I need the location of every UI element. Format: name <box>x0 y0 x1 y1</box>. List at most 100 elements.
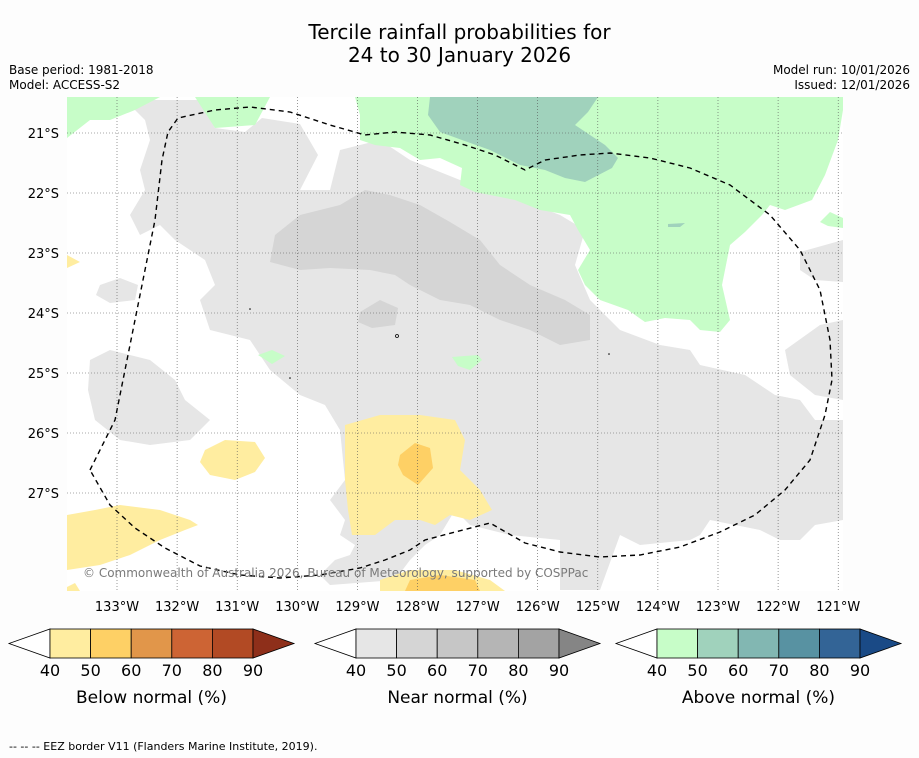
longitude-label: 130°W <box>275 600 319 615</box>
colorbar-tick-label: 90 <box>243 661 263 680</box>
colorbar-tick-label: 80 <box>508 661 528 680</box>
colorbar-segment <box>355 628 397 659</box>
colorbar-tick-label: 60 <box>728 661 748 680</box>
colorbar-extend-high <box>558 628 602 659</box>
colorbar-segment <box>819 628 861 659</box>
above-normal-50-region <box>668 223 685 227</box>
above-normal-50-regions <box>428 97 685 227</box>
colorbar-tick-label: 40 <box>346 661 366 680</box>
colorbar-segment <box>130 628 173 659</box>
longitude-label: 121°W <box>816 600 860 615</box>
above-normal-region <box>195 97 270 128</box>
colorbar-extend-low <box>7 628 51 659</box>
copyright-notice: © Commonwealth of Australia 2026, Bureau… <box>83 566 588 580</box>
latitude-labels: 21°S 22°S 23°S 24°S 25°S 26°S 27°S <box>28 127 59 502</box>
base-period-label: Base period: 1981-2018 <box>9 63 154 77</box>
eez-border <box>89 106 833 579</box>
island-marker <box>249 308 251 310</box>
model-label: Model: ACCESS-S2 <box>9 78 121 92</box>
below-normal-region <box>200 440 265 480</box>
island-marker <box>395 334 399 338</box>
colorbar-tick-label: 60 <box>121 661 141 680</box>
colorbar-segment <box>518 628 560 659</box>
colorbar-tick-label: 90 <box>850 661 870 680</box>
colorbar-tick-label: 70 <box>468 661 488 680</box>
latitude-label: 25°S <box>28 367 59 382</box>
near-normal-region <box>515 435 590 475</box>
map-area <box>67 97 843 591</box>
above-normal-50-region <box>428 97 618 182</box>
near-normal-region <box>88 350 210 445</box>
colorbar-segment <box>436 628 479 659</box>
longitude-labels: 133°W 132°W 131°W 130°W 129°W 128°W 127°W 126°W… <box>95 600 861 615</box>
near-normal-region <box>96 278 138 303</box>
colorbar: 40 50 60 70 80 90 Above normal (%) <box>614 628 903 708</box>
colorbar: 40 50 60 70 80 90 Below normal (%) <box>7 628 296 708</box>
colorbar-extend-high <box>252 628 296 659</box>
island-marker <box>289 377 291 379</box>
colorbar-title: Near normal (%) <box>387 688 527 708</box>
colorbar-tick-label: 80 <box>809 661 829 680</box>
map-title-line2: 24 to 30 January 2026 <box>347 43 572 67</box>
colorbar-extend-high <box>859 628 903 659</box>
below-normal-region <box>67 505 198 570</box>
colorbar-tick-label: 80 <box>202 661 222 680</box>
graticule <box>67 97 843 591</box>
latitude-label: 21°S <box>28 127 59 142</box>
latitude-label: 22°S <box>28 187 59 202</box>
island-markers <box>249 308 610 379</box>
colorbar-segment <box>171 628 213 659</box>
below-normal-region <box>67 583 80 591</box>
near-normal-50-region <box>270 190 590 345</box>
colorbar-segment <box>396 628 438 659</box>
above-normal-region <box>67 97 160 138</box>
colorbar-title: Above normal (%) <box>682 688 835 708</box>
eez-legend-note: -- -- -- EEZ border V11 (Flanders Marine… <box>9 740 318 753</box>
island-marker <box>608 353 610 355</box>
colorbar-tick-label: 70 <box>162 661 182 680</box>
colorbar-tick-label: 70 <box>769 661 789 680</box>
colorbar: 40 50 60 70 80 90 Near normal (%) <box>313 628 602 708</box>
colorbar-tick-label: 40 <box>647 661 667 680</box>
colorbar-extend-low <box>614 628 658 659</box>
near-normal-50-region <box>358 300 398 328</box>
below-normal-50-region <box>398 443 433 485</box>
below-normal-50-regions <box>398 443 480 591</box>
colorbar-segment <box>656 628 698 659</box>
colorbar-segment <box>49 628 91 659</box>
above-normal-region <box>355 97 843 332</box>
colorbar-tick-label: 40 <box>40 661 60 680</box>
colorbar-tick-label: 90 <box>549 661 569 680</box>
longitude-label: 126°W <box>516 600 560 615</box>
below-normal-region <box>67 255 80 268</box>
longitude-label: 123°W <box>696 600 740 615</box>
longitude-label: 124°W <box>636 600 680 615</box>
near-normal-50-regions <box>270 190 590 345</box>
colorbar-segment <box>697 628 739 659</box>
colorbar-title: Below normal (%) <box>76 688 227 708</box>
map-title-line1: Tercile rainfall probabilities for <box>308 20 611 44</box>
longitude-label: 122°W <box>756 600 800 615</box>
above-normal-region <box>258 350 285 364</box>
colorbar-segment <box>90 628 132 659</box>
below-normal-50-region <box>405 575 480 591</box>
longitude-label: 125°W <box>576 600 620 615</box>
colorbar-segment <box>737 628 780 659</box>
model-run-label: Model run: 10/01/2026 <box>772 63 910 77</box>
longitude-label: 128°W <box>395 600 439 615</box>
above-normal-regions <box>67 97 843 370</box>
latitude-label: 24°S <box>28 307 59 322</box>
issued-label: Issued: 12/01/2026 <box>794 78 910 92</box>
colorbar-segment <box>778 628 820 659</box>
colorbar-tick-label: 50 <box>687 661 707 680</box>
above-normal-region <box>820 212 843 228</box>
colorbar-segment <box>477 628 519 659</box>
latitude-label: 23°S <box>28 247 59 262</box>
above-normal-region <box>452 355 482 370</box>
colorbar-tick-label: 60 <box>427 661 447 680</box>
longitude-label: 133°W <box>95 600 139 615</box>
longitude-label: 131°W <box>215 600 259 615</box>
latitude-label: 27°S <box>28 487 59 502</box>
longitude-label: 132°W <box>155 600 199 615</box>
